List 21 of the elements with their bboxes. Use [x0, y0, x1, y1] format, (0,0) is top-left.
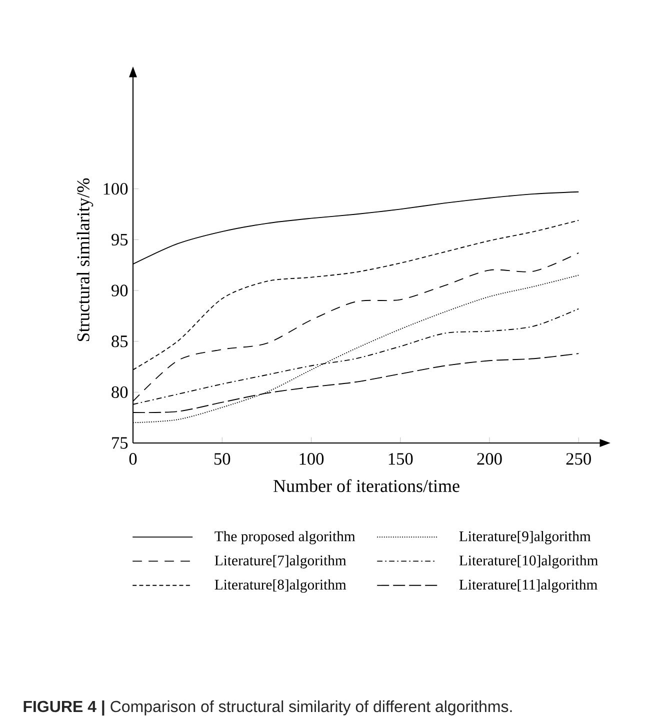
x-tick-label: 0: [129, 453, 137, 465]
y-tick-label: 75: [112, 437, 128, 449]
legend-label: Literature[8]algorithm: [214, 579, 346, 593]
legend-label: Literature[11]algorithm: [459, 579, 598, 593]
y-tick-label: 80: [112, 386, 128, 398]
legend-label: The proposed algorithm: [214, 530, 356, 544]
legend-label: Literature[9]algorithm: [459, 530, 591, 544]
y-tick-label: 95: [112, 234, 128, 246]
x-tick-label: 150: [388, 453, 413, 465]
text: FIGURE 4 | Comparison of structural similarity of different algorithms.: [24, 700, 512, 716]
y-tick-label: 90: [112, 284, 128, 296]
legend-label: Literature[7]algorithm: [214, 555, 346, 568]
x-tick-label: 250: [566, 453, 591, 465]
y-axis-title: Structural similarity/%: [76, 178, 94, 342]
y-tick-label: 100: [104, 182, 128, 195]
x-axis-title: Number of iterations/time: [274, 479, 460, 492]
x-tick-label: 100: [300, 453, 324, 465]
y-tick-label: 85: [112, 335, 128, 348]
x-tick-label: 50: [214, 453, 230, 465]
legend-label: Literature[10]algorithm: [459, 555, 598, 568]
x-tick-label: 200: [477, 453, 502, 465]
